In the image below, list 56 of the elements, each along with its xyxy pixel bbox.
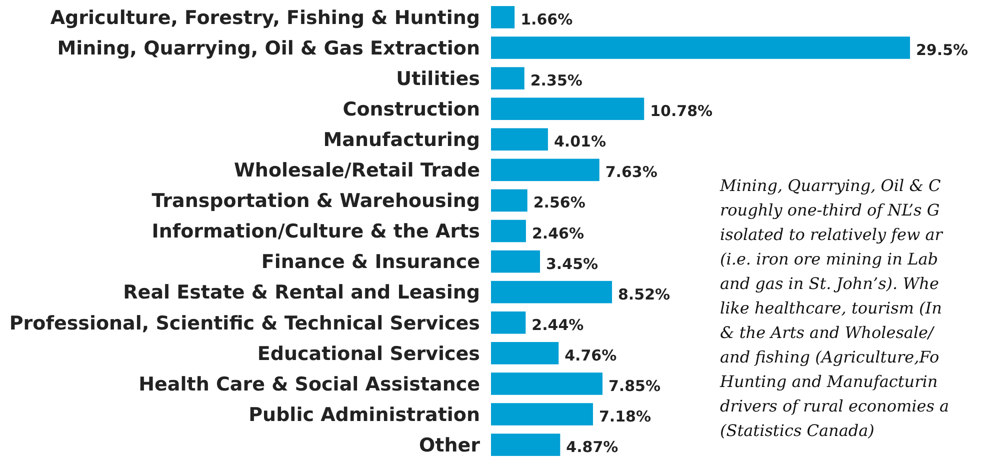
y-tick-label: Manufacturing	[323, 129, 480, 152]
data-label: 2.46%	[532, 224, 584, 242]
annotation: Mining, Quarrying, Oil & C	[719, 176, 941, 195]
data-label: 7.85%	[608, 376, 661, 395]
annotation: drivers of rural economies a	[720, 396, 950, 416]
y-tick-label: Information/Culture & the Arts	[152, 220, 480, 243]
annotation: Hunting and Manufacturin	[719, 372, 938, 391]
annotation: and gas in St. John’s). Whe	[720, 274, 939, 293]
y-tick-label: Other	[418, 434, 481, 456]
bar	[491, 342, 559, 364]
y-tick-label: Construction	[342, 98, 480, 120]
data-label: 3.45%	[546, 254, 598, 273]
bar	[491, 280, 612, 304]
annotation: roughly one-third of NL’s G	[720, 200, 940, 220]
y-tick-label: Mining, Quarrying, Oil & Gas Extraction	[57, 37, 480, 60]
data-label: 8.52%	[618, 285, 670, 304]
annotation: & the Arts and Wholesale/	[720, 323, 936, 342]
bar	[491, 158, 600, 182]
y-tick-label: Public Administration	[248, 404, 480, 426]
y-tick-label: Utilities	[396, 68, 480, 90]
bar	[491, 220, 526, 242]
data-label: 2.56%	[533, 194, 586, 212]
y-tick-label: Educational Services	[257, 342, 480, 365]
bar	[491, 250, 540, 273]
y-tick-label: Wholesale/Retail Trade	[234, 160, 480, 182]
y-tick-label: Agriculture, Forestry, Fishing & Hunting	[50, 6, 480, 29]
bar	[491, 434, 560, 456]
bar	[491, 36, 910, 59]
data-label: 1.66%	[520, 10, 573, 28]
data-label: 2.35%	[530, 72, 582, 90]
data-label: 7.63%	[605, 163, 658, 182]
bar	[491, 98, 644, 120]
annotation: isolated to relatively few ar	[720, 225, 944, 244]
data-label: 4.76%	[564, 346, 617, 364]
y-tick-label: Real Estate & Rental and Leasing	[123, 282, 480, 304]
annotation: (i.e. iron ore mining in Lab	[720, 250, 938, 268]
y-tick-label: Transportation & Warehousing	[152, 190, 480, 212]
data-label: 4.01%	[554, 132, 606, 151]
data-label: 10.78%	[650, 102, 713, 120]
bar	[491, 67, 524, 90]
annotation: (Statistics Canada)	[720, 421, 874, 440]
annotation: and fishing (Agriculture,Fo	[720, 348, 940, 366]
y-tick-label: Professional, Scientific & Technical Services	[9, 312, 480, 334]
bar	[491, 372, 602, 395]
data-label: 29.5%	[916, 40, 968, 59]
data-label: 7.18%	[598, 408, 652, 426]
bar	[491, 403, 593, 426]
bar	[491, 6, 515, 28]
data-label: 4.87%	[566, 438, 618, 456]
y-tick-label: Finance & Insurance	[261, 251, 480, 274]
bar	[491, 128, 548, 151]
bar	[491, 189, 528, 212]
y-tick-label: Health Care & Social Assistance	[138, 373, 480, 396]
bar	[491, 311, 526, 334]
data-label: 2.44%	[532, 316, 584, 334]
annotation: like healthcare, tourism (In	[720, 298, 942, 318]
